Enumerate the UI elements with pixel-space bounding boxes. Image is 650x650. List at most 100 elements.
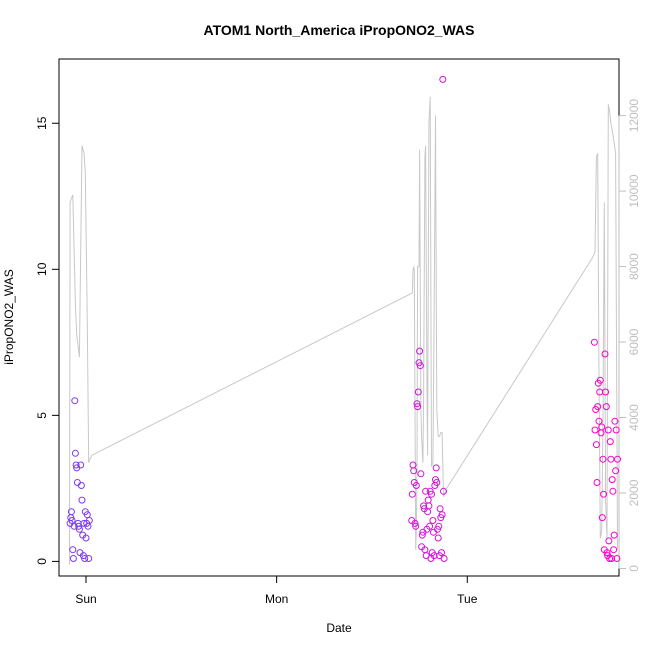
- data-point: [610, 531, 618, 539]
- y-tick-label: 0: [35, 558, 49, 565]
- data-point: [598, 423, 606, 431]
- data-point: [82, 534, 90, 542]
- data-point: [424, 496, 432, 504]
- scatter-series: [66, 75, 621, 562]
- data-point: [595, 417, 603, 425]
- y2-tick-label: 6000: [627, 328, 641, 355]
- data-point: [429, 517, 437, 524]
- x-tick-label: Tue: [457, 592, 478, 606]
- line-series: [69, 96, 618, 565]
- data-point: [414, 388, 422, 396]
- data-point: [75, 522, 83, 530]
- data-point: [75, 525, 83, 533]
- data-point: [418, 531, 426, 539]
- data-point: [612, 467, 620, 475]
- data-point: [606, 438, 614, 446]
- data-point: [435, 522, 443, 530]
- data-point: [408, 490, 416, 498]
- data-point: [612, 426, 620, 434]
- y-axis-label: iPropONO2_WAS: [2, 269, 16, 365]
- plot-frame: [58, 58, 620, 577]
- y-tick-label: 15: [35, 116, 49, 130]
- right-axis: 0 2000 4000 6000 8000 10000 12000: [618, 99, 641, 572]
- data-point: [613, 555, 621, 562]
- chart-title: ATOM1 North_America iPropONO2_WAS: [204, 22, 475, 38]
- data-point: [608, 476, 616, 484]
- x-tick-label: Sun: [75, 592, 96, 606]
- data-point: [602, 403, 610, 411]
- data-point: [67, 508, 75, 516]
- left-axis: 0 5 10 15: [35, 116, 60, 565]
- y2-tick-label: 8000: [627, 253, 641, 280]
- data-point: [602, 388, 610, 396]
- data-point: [608, 555, 616, 562]
- y-tick-label: 5: [35, 412, 49, 419]
- data-point: [611, 417, 619, 425]
- data-point: [69, 555, 77, 562]
- data-point: [601, 350, 609, 358]
- data-point: [605, 537, 613, 545]
- data-point: [72, 461, 80, 469]
- data-point: [81, 555, 89, 562]
- data-point: [440, 555, 448, 562]
- data-point: [593, 479, 601, 486]
- data-point: [420, 502, 428, 510]
- data-point: [590, 338, 598, 346]
- data-point: [73, 479, 81, 486]
- data-point: [591, 426, 599, 434]
- bottom-axis: Sun Mon Tue: [75, 575, 478, 606]
- data-point: [440, 487, 447, 495]
- data-point: [438, 511, 446, 519]
- data-point: [422, 487, 430, 495]
- data-point: [428, 490, 435, 498]
- data-point: [594, 403, 602, 411]
- data-point: [414, 403, 422, 411]
- data-point: [77, 482, 85, 489]
- data-point: [433, 479, 441, 486]
- data-point: [85, 555, 93, 562]
- data-point: [598, 514, 606, 522]
- y-tick-label: 10: [35, 262, 49, 276]
- data-point: [77, 461, 85, 469]
- data-point: [438, 549, 445, 557]
- data-point: [439, 75, 447, 83]
- data-point: [603, 549, 611, 557]
- data-point: [71, 397, 79, 405]
- data-point: [610, 546, 618, 554]
- y2-tick-label: 0: [627, 565, 641, 572]
- data-point: [596, 376, 604, 384]
- y2-tick-label: 10000: [627, 174, 641, 208]
- data-point: [412, 522, 420, 530]
- y2-tick-label: 2000: [627, 479, 641, 506]
- data-point: [599, 455, 607, 463]
- data-point: [592, 441, 600, 449]
- data-point: [85, 517, 93, 524]
- data-point: [609, 487, 617, 495]
- y2-tick-label: 12000: [627, 99, 641, 133]
- data-point: [607, 455, 615, 463]
- data-point: [412, 482, 420, 489]
- x-axis-label: Date: [326, 621, 352, 635]
- data-point: [416, 362, 424, 370]
- data-point: [600, 490, 608, 498]
- altitude-line: [69, 96, 618, 565]
- data-point: [71, 449, 79, 457]
- data-point: [69, 546, 77, 554]
- x-tick-label: Mon: [265, 592, 288, 606]
- data-point: [430, 552, 438, 560]
- data-point: [416, 347, 424, 355]
- data-point: [436, 505, 444, 513]
- data-point: [426, 522, 434, 530]
- data-point: [411, 519, 419, 527]
- data-point: [606, 555, 614, 562]
- data-point: [432, 464, 440, 472]
- y2-tick-label: 4000: [627, 404, 641, 431]
- data-point: [596, 388, 604, 396]
- data-point: [413, 400, 421, 408]
- data-point: [78, 496, 86, 504]
- data-point: [614, 455, 621, 463]
- data-point: [425, 502, 433, 510]
- data-point: [410, 467, 418, 475]
- data-point: [434, 534, 442, 542]
